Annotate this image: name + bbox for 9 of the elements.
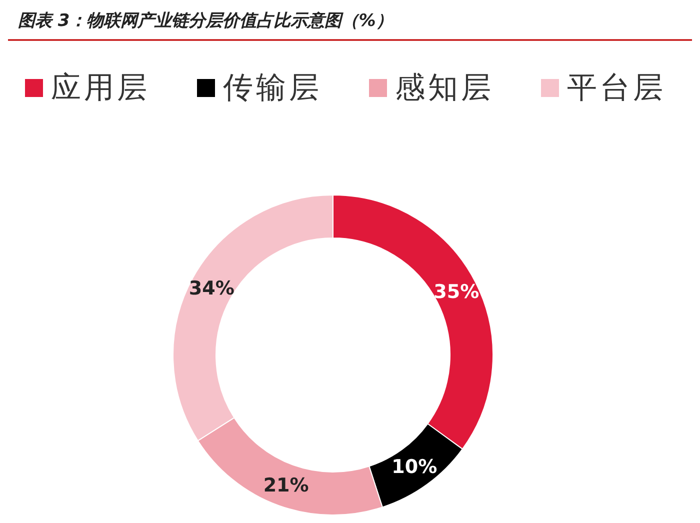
legend-label: 平台层 — [567, 70, 666, 106]
data-label: 10% — [392, 456, 438, 478]
chart-title: 图表 3：物联网产业链分层价值占比示意图（%） — [18, 11, 393, 31]
data-label: 21% — [263, 474, 309, 496]
legend-label: 应用层 — [51, 70, 150, 106]
data-label: 35% — [434, 281, 480, 304]
legend-label: 感知层 — [395, 70, 494, 106]
legend-label: 传输层 — [223, 70, 322, 106]
data-label: 34% — [188, 277, 234, 300]
